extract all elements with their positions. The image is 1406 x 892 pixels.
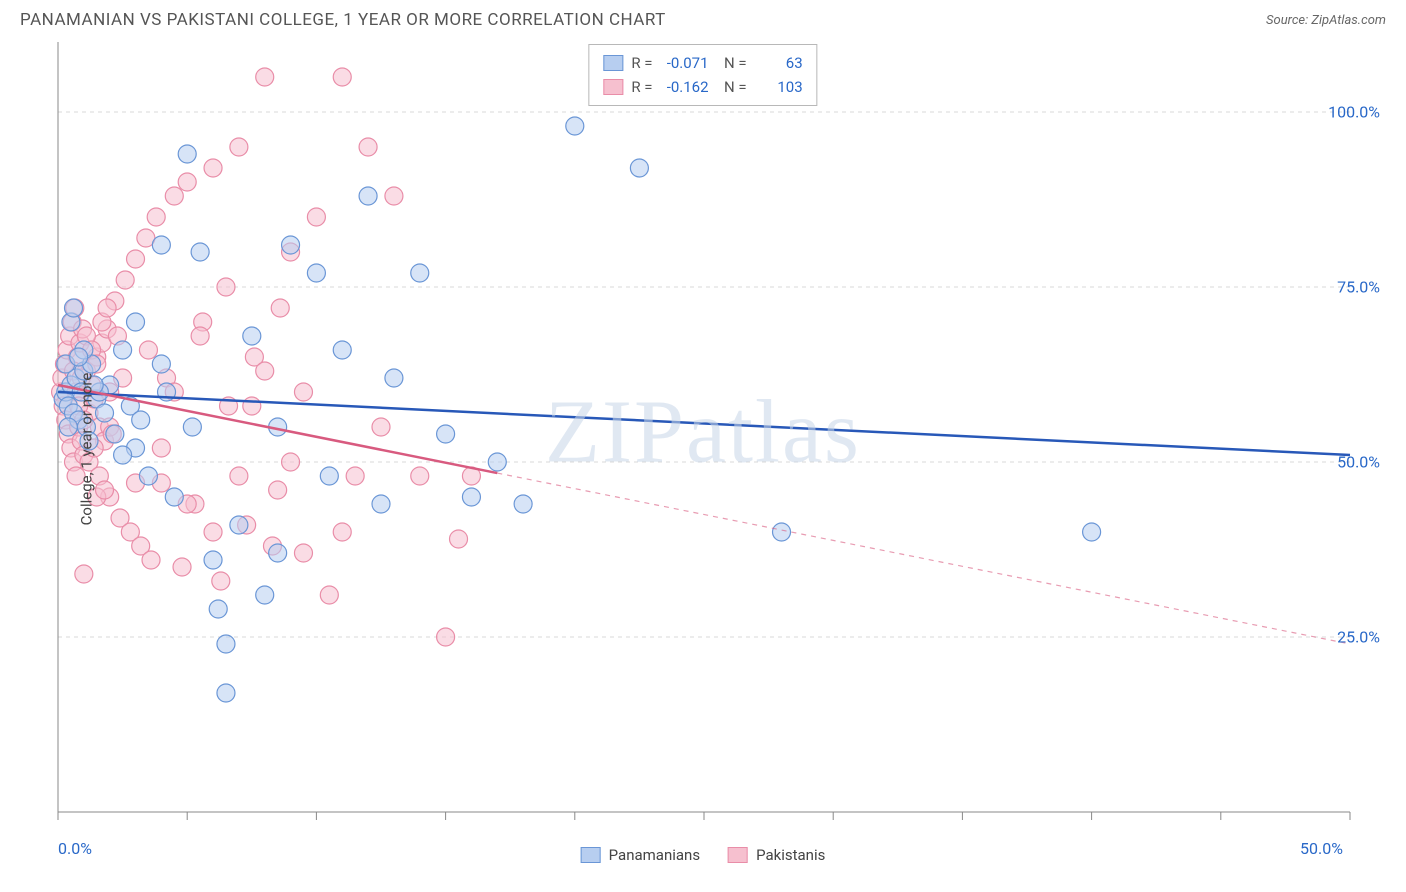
scatter-plot — [20, 36, 1386, 862]
legend-swatch — [603, 55, 623, 71]
legend-swatch — [581, 847, 601, 863]
y-axis-label: College, 1 year or more — [77, 373, 95, 526]
legend-swatch — [728, 847, 748, 863]
stat-r-value: -0.162 — [661, 75, 709, 99]
stat-n-label: N = — [717, 75, 747, 99]
y-tick-label: 50.0% — [1337, 453, 1380, 472]
y-tick-label: 25.0% — [1337, 628, 1380, 647]
stat-r-label: R = — [631, 75, 652, 99]
chart-area: College, 1 year or more ZIPatlas R =-0.0… — [20, 36, 1386, 862]
legend-item: Pakistanis — [728, 846, 825, 864]
stat-r-value: -0.071 — [661, 51, 709, 75]
stats-legend-box: R = -0.071 N = 63 R = -0.162 N = 103 — [588, 44, 817, 106]
legend-label: Panamanians — [609, 846, 700, 864]
chart-title: PANAMANIAN VS PAKISTANI COLLEGE, 1 YEAR … — [20, 10, 666, 30]
stat-r-label: R = — [631, 51, 652, 75]
stat-n-value: 63 — [755, 51, 803, 75]
source-label: Source: ZipAtlas.com — [1266, 13, 1386, 28]
header: PANAMANIAN VS PAKISTANI COLLEGE, 1 YEAR … — [0, 0, 1406, 36]
stat-n-label: N = — [717, 51, 747, 75]
y-tick-label: 100.0% — [1328, 103, 1380, 122]
stat-n-value: 103 — [755, 75, 803, 99]
legend-swatch — [603, 79, 623, 95]
y-tick-label: 75.0% — [1337, 278, 1380, 297]
legend-item: Panamanians — [581, 846, 700, 864]
bottom-legend: Panamanians Pakistanis — [581, 846, 826, 864]
legend-label: Pakistanis — [756, 846, 825, 864]
x-tick-label: 0.0% — [58, 839, 92, 858]
x-tick-label: 50.0% — [1300, 839, 1343, 858]
stats-row: R = -0.162 N = 103 — [603, 75, 802, 99]
stats-row: R = -0.071 N = 63 — [603, 51, 802, 75]
